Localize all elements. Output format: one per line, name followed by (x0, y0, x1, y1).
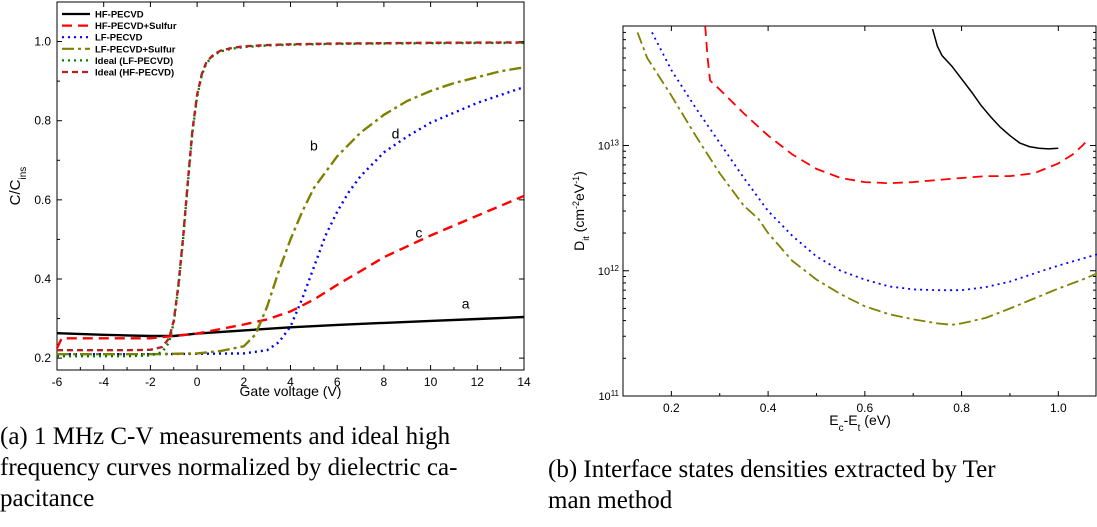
chart-b: 0.2 0.4 0.6 0.8 1.0 1011 1012 1013 Ec-Et (eV) Dit… (571, 25, 1097, 434)
y-tick-label-a: 0.2 (34, 351, 51, 365)
legend-label-6: Ideal (HF-PECVD) (95, 68, 174, 79)
series-line-a-6 (57, 41, 525, 352)
x-tick-label-b: 1.0 (1050, 401, 1067, 415)
caption-a-line-1: (a) 1 MHz C-V measurements and ideal hig… (0, 423, 451, 450)
y-axis-label-a: C/Cins (7, 167, 29, 206)
x-tick-label-b: 0.8 (953, 401, 970, 415)
x-tick-label-a: 12 (471, 375, 485, 389)
caption-a-line-3: pacitance (0, 485, 95, 512)
curve-annotation-b: b (310, 137, 318, 153)
x-tick-label-a: -2 (145, 375, 156, 389)
y-tick-label-a: 1.0 (34, 35, 51, 49)
x-tick-label-a: -4 (98, 375, 109, 389)
curve-annotation-c: c (415, 224, 422, 240)
x-tick-label-a: -6 (52, 375, 63, 389)
series-line-a-2 (55, 194, 525, 349)
curve-annotation-d: d (392, 126, 400, 142)
x-tick-label-a: 6 (334, 375, 341, 389)
x-tick-label-a: 8 (381, 375, 388, 389)
y-tick-label-b: 1013 (598, 138, 620, 153)
x-axis-label-a: Gate voltage (V) (240, 383, 342, 399)
x-tick-label-a: 4 (287, 375, 294, 389)
x-tick-label-a: 0 (194, 375, 201, 389)
legend-label-1: HF-PECVD (95, 10, 144, 21)
caption-b: (b) Interface states densities extracted… (548, 454, 1097, 516)
series-line-b-2 (704, 26, 1088, 185)
y-tick-label-a: 0.6 (34, 193, 51, 207)
x-tick-label-b: 0.2 (663, 401, 680, 415)
series-line-b-1 (931, 28, 1059, 150)
legend-label-3: LF-PECVD (95, 33, 143, 44)
series-line-b-3 (651, 31, 1097, 292)
y-axis-label-b: Dit (cm-2eV-1) (571, 171, 591, 251)
caption-a-line-2: frequency curves normalized by dielectri… (0, 454, 458, 481)
caption-a: (a) 1 MHz C-V measurements and ideal hig… (0, 421, 545, 514)
caption-b-line-2: man method (548, 487, 673, 514)
series-line-a-1 (56, 315, 525, 338)
x-axis-label-b: Ec-Et (eV) (829, 412, 890, 434)
legend-label-5: Ideal (LF-PECVD) (95, 56, 173, 67)
series-line-a-3 (57, 85, 525, 356)
x-tick-label-b: 0.4 (760, 401, 777, 415)
chart-a: -6 -4 -2 0 2 4 6 8 10 12 14 0.2 0.4 0.6 0.8 1.0 Gate vol… (7, 1, 531, 399)
series-line-a-4 (57, 66, 525, 356)
x-tick-label-a: 14 (517, 375, 531, 389)
legend-label-2: HF-PECVD+Sulfur (95, 21, 177, 32)
plot-frame-b (622, 25, 1097, 397)
caption-b-line-1: (b) Interface states densities extracted… (548, 456, 996, 483)
x-tick-label-b: 0.6 (856, 401, 873, 415)
y-tick-label-b: 1011 (598, 389, 619, 404)
y-tick-label-b: 1012 (598, 263, 620, 278)
legend-label-4: LF-PECVD+Sulfur (95, 44, 176, 55)
x-tick-label-a: 2 (240, 375, 247, 389)
series-line-a-5 (57, 41, 525, 358)
series-line-b-4 (636, 32, 1097, 326)
y-tick-label-a: 0.8 (34, 114, 51, 128)
y-tick-label-a: 0.4 (34, 272, 51, 286)
curve-annotation-a: a (462, 296, 470, 312)
x-tick-label-a: 10 (424, 375, 438, 389)
